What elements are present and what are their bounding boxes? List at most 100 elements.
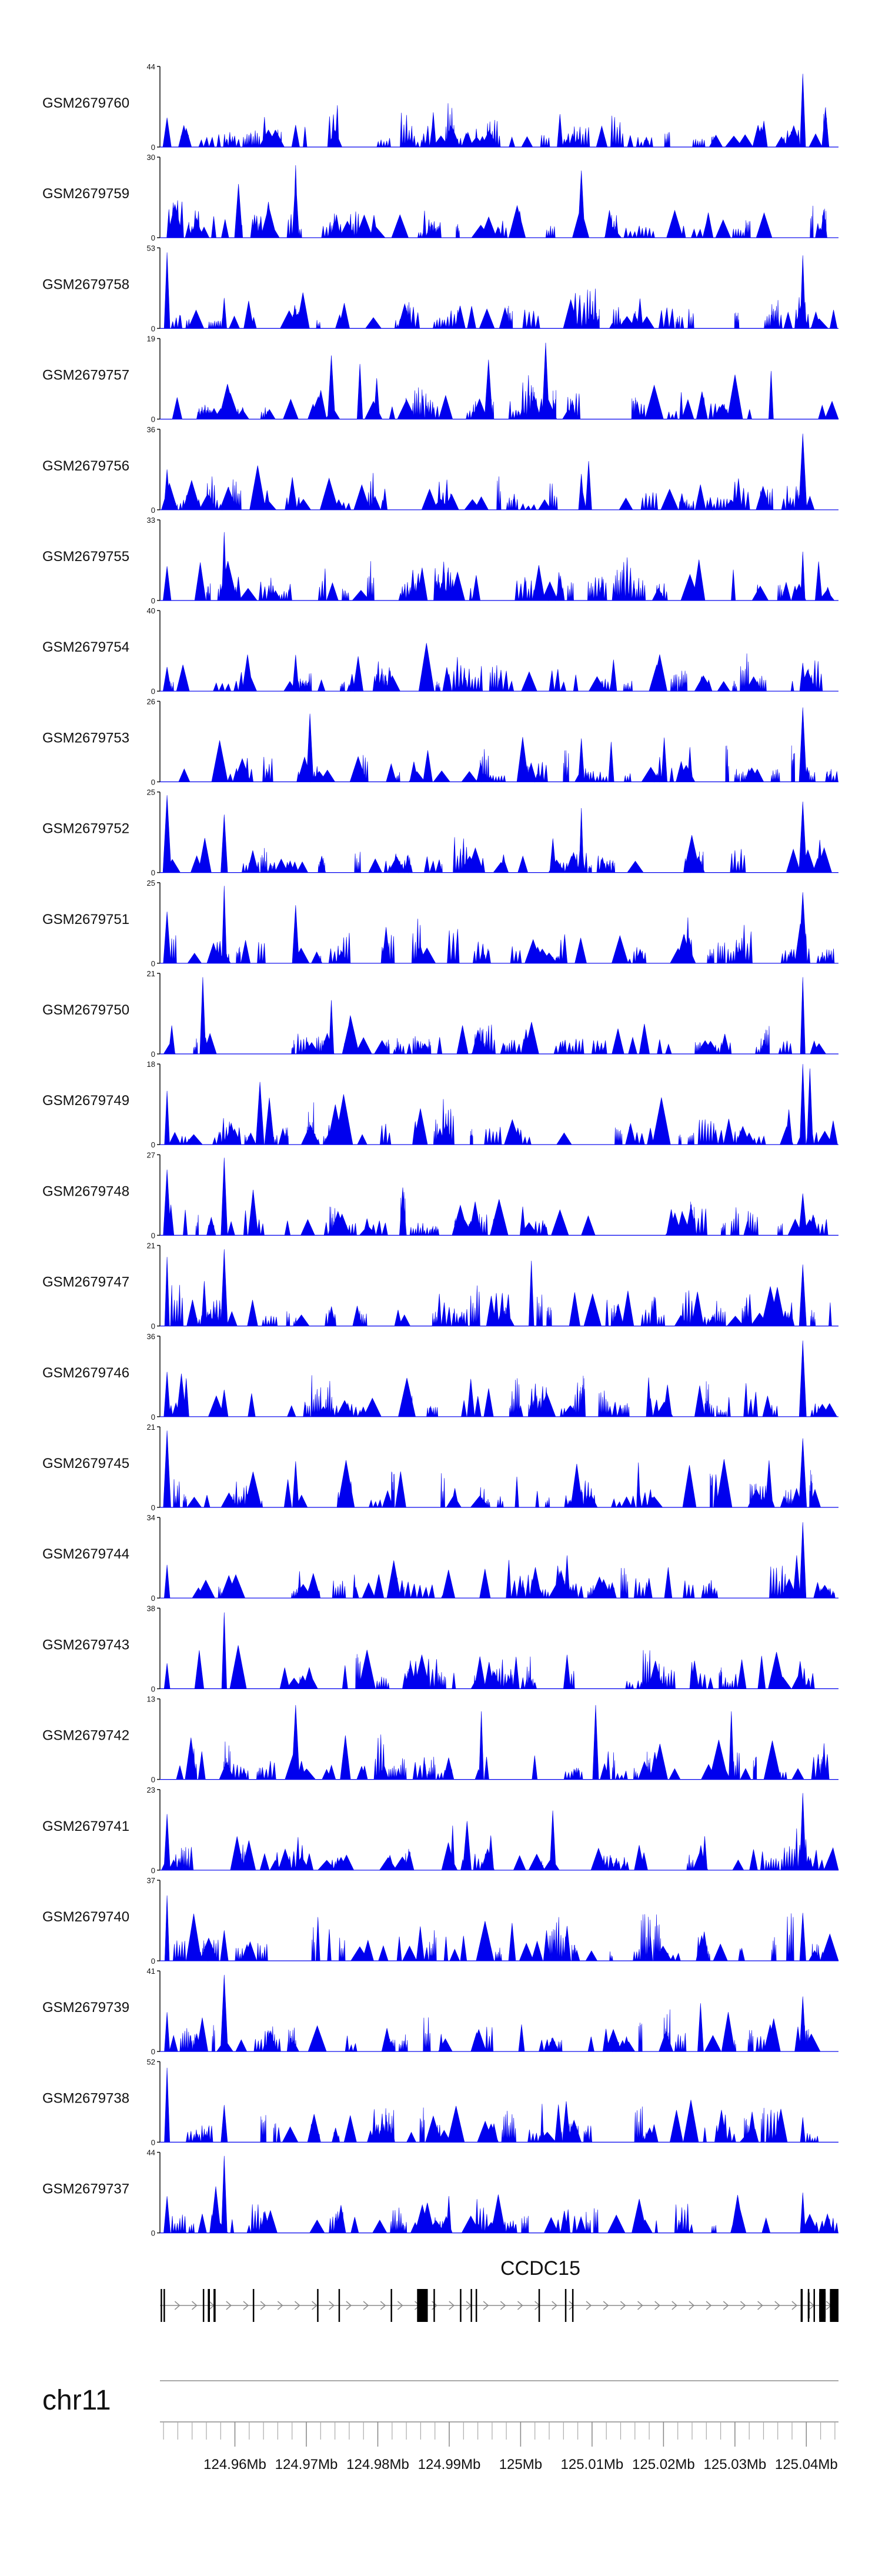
gene-exon xyxy=(338,2289,340,2322)
coverage-area xyxy=(160,1157,838,1236)
gene-exon xyxy=(390,2289,392,2322)
strand-arrow xyxy=(586,2301,592,2310)
strand-arrow xyxy=(260,2301,266,2310)
coverage-peak xyxy=(308,713,313,782)
axis-tick-label: 124.97Mb xyxy=(275,2457,338,2472)
track-label: GSM2679740 xyxy=(42,1909,129,1925)
coverage-peak xyxy=(564,1654,570,1689)
coverage-peak xyxy=(593,1705,598,1780)
y-tick-label-max: 21 xyxy=(147,1242,155,1250)
coverage-area xyxy=(160,252,838,329)
coverage-peak xyxy=(165,1090,170,1145)
coverage-peak xyxy=(550,1810,556,1870)
coverage-peak xyxy=(579,171,584,238)
track-label: GSM2679743 xyxy=(42,1637,129,1653)
strand-arrow xyxy=(329,2301,335,2310)
coverage-peak xyxy=(800,977,806,1054)
y-tick-label-min: 0 xyxy=(151,506,155,515)
coverage-area xyxy=(160,707,838,783)
y-tick-label-max: 27 xyxy=(147,1150,155,1159)
coverage-peak xyxy=(165,1814,170,1870)
track-label: GSM2679744 xyxy=(42,1546,129,1562)
coverage-peak xyxy=(800,1793,806,1870)
y-tick-label-max: 21 xyxy=(147,1423,155,1432)
coverage-peak xyxy=(800,1264,806,1326)
y-tick-label-max: 21 xyxy=(147,969,155,978)
coverage-peak xyxy=(222,2105,227,2143)
y-tick-label-min: 0 xyxy=(151,1866,155,1875)
coverage-track: GSM2679740 37 0 xyxy=(42,1876,839,1966)
chromosome-label: chr11 xyxy=(42,2385,111,2416)
coverage-peak xyxy=(165,1895,170,1961)
coverage-track: GSM2679752 25 0 xyxy=(42,788,838,877)
coverage-track: GSM2679759 30 0 xyxy=(42,153,838,242)
coverage-track: GSM2679738 52 0 xyxy=(42,2057,838,2147)
y-tick-label-max: 36 xyxy=(147,425,155,434)
coverage-track: GSM2679755 33 0 xyxy=(42,516,838,605)
strand-arrow xyxy=(757,2301,763,2310)
gene-exon-coding xyxy=(819,2293,826,2318)
strand-arrow xyxy=(346,2301,352,2310)
y-tick-label-min: 0 xyxy=(151,1140,155,1149)
strand-arrow xyxy=(397,2301,403,2310)
track-label: GSM2679757 xyxy=(42,368,129,383)
y-tick-label-min: 0 xyxy=(151,2138,155,2147)
coverage-track: GSM2679754 40 0 xyxy=(42,606,838,696)
y-tick-label-min: 0 xyxy=(151,1050,155,1059)
coverage-peak xyxy=(165,2012,170,2052)
coverage-peak xyxy=(222,1249,227,1326)
coverage-peak xyxy=(800,1340,806,1417)
y-tick-label-max: 25 xyxy=(147,879,155,887)
strand-arrow xyxy=(671,2301,677,2310)
strand-arrow xyxy=(312,2301,318,2310)
y-tick-label-max: 23 xyxy=(147,1786,155,1794)
coverage-track: GSM2679750 21 0 xyxy=(42,969,838,1059)
y-tick-label-max: 41 xyxy=(147,1967,155,1976)
coverage-area xyxy=(160,1249,838,1326)
track-label: GSM2679737 xyxy=(42,2181,129,2197)
strand-arrow xyxy=(500,2301,506,2310)
coverage-track: GSM2679756 36 0 xyxy=(42,425,838,515)
track-label: GSM2679738 xyxy=(42,2090,129,2106)
track-label: GSM2679742 xyxy=(42,1728,129,1744)
coverage-peak xyxy=(800,433,806,510)
coverage-area xyxy=(160,1974,838,2053)
y-tick-label-min: 0 xyxy=(151,1322,155,1331)
gene-exon xyxy=(564,2289,567,2322)
track-label: GSM2679751 xyxy=(42,912,129,927)
gene-exon xyxy=(460,2289,462,2322)
track-label: GSM2679760 xyxy=(42,95,129,111)
coverage-track: GSM2679747 21 0 xyxy=(42,1242,838,1331)
coverage-area xyxy=(160,532,838,602)
strand-arrow xyxy=(552,2301,557,2310)
coverage-area xyxy=(160,433,838,510)
coverage-peak xyxy=(222,1974,227,2052)
coverage-track: GSM2679758 53 0 xyxy=(42,243,838,333)
gene-exon xyxy=(572,2289,574,2322)
coverage-peak xyxy=(222,1157,227,1236)
coverage-peak xyxy=(222,298,227,329)
coverage-peak xyxy=(165,1564,170,1599)
strand-arrow xyxy=(226,2301,232,2310)
axis-tick-label: 125.04Mb xyxy=(775,2457,838,2472)
coverage-peak xyxy=(222,1930,227,1961)
coverage-peak xyxy=(165,667,170,692)
coverage-peak xyxy=(729,1711,734,1780)
coverage-peak xyxy=(293,1461,298,1507)
track-label: GSM2679758 xyxy=(42,276,129,292)
coverage-area xyxy=(160,1340,838,1417)
coverage-area xyxy=(160,886,838,964)
track-label: GSM2679759 xyxy=(42,186,129,202)
y-tick-label-min: 0 xyxy=(151,596,155,605)
track-label: GSM2679749 xyxy=(42,1093,129,1109)
axis-tick-label: 124.98Mb xyxy=(346,2457,409,2472)
y-tick-label-min: 0 xyxy=(151,1231,155,1240)
gene-exon xyxy=(161,2289,162,2322)
coverage-peak xyxy=(222,886,227,963)
coverage-tracks: GSM2679760440GSM2679759300GSM2679758530G… xyxy=(42,62,839,2238)
coverage-track: GSM2679744 34 0 xyxy=(42,1513,838,1603)
strand-arrow xyxy=(791,2301,798,2310)
genome-axis-track: chr11 124.96Mb 124.97Mb 124.98Mb 124.99Mb 125… xyxy=(42,2380,838,2472)
coverage-peak xyxy=(529,1260,534,1326)
coverage-peak xyxy=(564,1926,570,1961)
